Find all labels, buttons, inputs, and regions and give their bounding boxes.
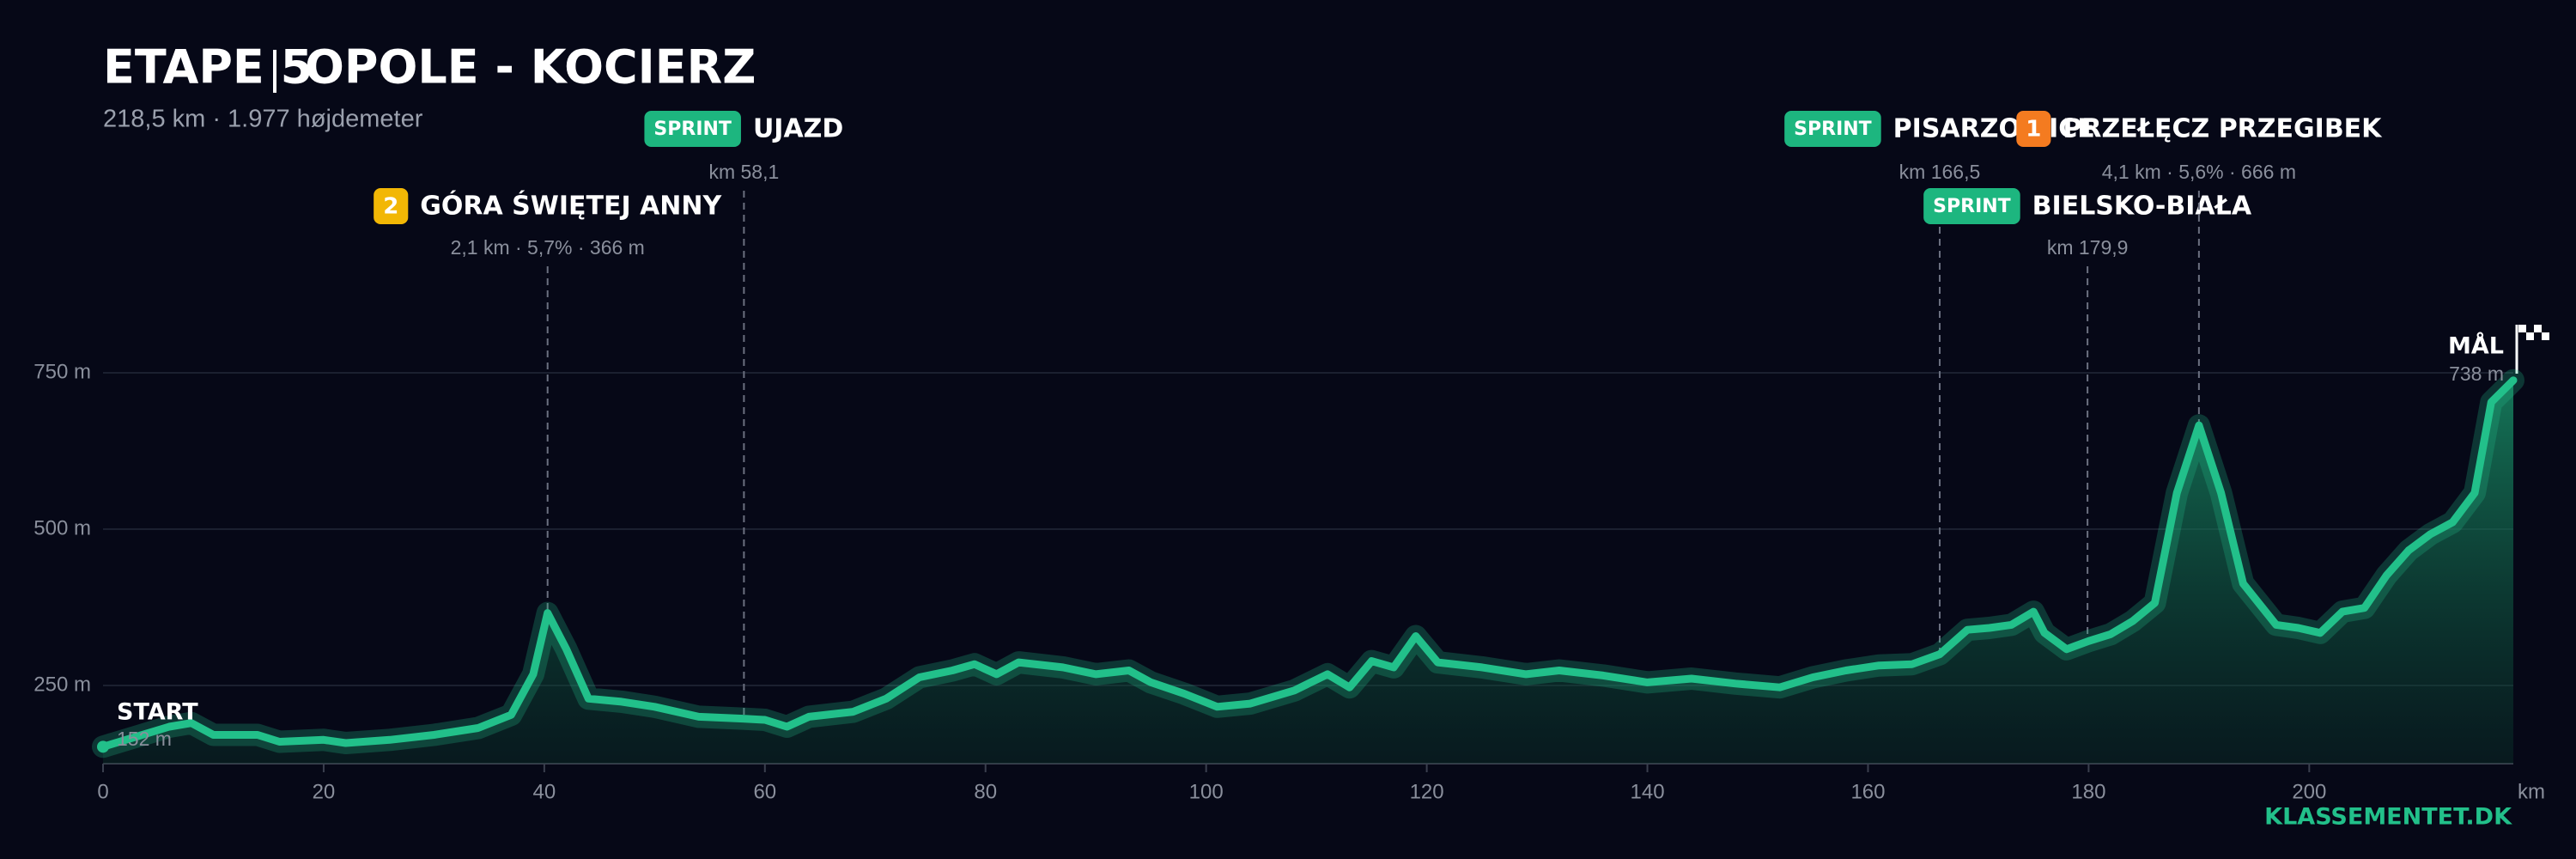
x-tick-label: 60 xyxy=(753,780,776,803)
marker-badge-text: 1 xyxy=(2026,117,2041,143)
marker-badge xyxy=(1784,111,1881,147)
marker-badge-text: SPRINT xyxy=(653,119,732,140)
marker-badge xyxy=(2016,111,2051,147)
marker-name: PRZEŁĘCZ PRZEGIBEK xyxy=(2063,114,2383,144)
finish-label: MÅL xyxy=(2448,332,2504,360)
marker-badge-text: 2 xyxy=(383,194,398,220)
marker-detail: km 166,5 xyxy=(1899,161,1981,183)
marker-detail: km 58,1 xyxy=(708,161,779,183)
marker-name: UJAZD xyxy=(753,114,843,144)
marker-label: 1 PRZEŁĘCZ PRZEGIBEK xyxy=(2016,111,2383,147)
footer-brand: KLASSEMENTET.DK xyxy=(2264,804,2512,831)
x-tick-label: 160 xyxy=(1850,780,1885,803)
marker-label: 2 GÓRA ŚWIĘTEJ ANNY xyxy=(374,188,723,224)
marker-badge xyxy=(1923,188,2020,224)
x-tick-label: 40 xyxy=(533,780,556,803)
marker-detail: 4,1 km · 5,6% · 666 m xyxy=(2102,161,2296,183)
start-label: START xyxy=(117,699,198,726)
marker-name: BIELSKO-BIAŁA xyxy=(2032,192,2252,222)
x-tick-label: 80 xyxy=(974,780,997,803)
stage-title: ETAPE 5 xyxy=(103,40,313,94)
marker-label: SPRINT PISARZOWICE xyxy=(1784,111,2095,147)
x-tick-label: 180 xyxy=(2071,780,2105,803)
x-axis-label: km xyxy=(2518,780,2545,803)
finish-elevation: 738 m xyxy=(2449,362,2504,385)
start-elevation: 152 m xyxy=(117,728,172,750)
marker-label: SPRINT UJAZD xyxy=(644,111,843,147)
marker-detail: km 179,9 xyxy=(2047,236,2129,259)
markers: 2,1 km · 5,7% · 366 m 2 GÓRA ŚWIĘTEJ ANNY k… xyxy=(374,111,2383,719)
marker-badge xyxy=(644,111,741,147)
stage-subtitle: 218,5 km · 1.977 højdemeter xyxy=(103,106,423,133)
y-tick-label: 500 m xyxy=(33,516,91,539)
marker-name: GÓRA ŚWIĘTEJ ANNY xyxy=(420,190,722,222)
marker-badge-text: SPRINT xyxy=(1933,196,2011,217)
marker-name: PISARZOWICE xyxy=(1893,114,2095,144)
y-tick-label: 750 m xyxy=(33,360,91,383)
x-tick-label: 20 xyxy=(313,780,336,803)
start-dot xyxy=(97,740,109,753)
finish-flag xyxy=(2515,325,2549,374)
marker-label: SPRINT BIELSKO-BIAŁA xyxy=(1923,188,2252,224)
marker-badge-text: SPRINT xyxy=(1794,119,1872,140)
x-tick-label: 100 xyxy=(1189,780,1224,803)
y-tick-label: 250 m xyxy=(33,673,91,696)
marker-detail: 2,1 km · 5,7% · 366 m xyxy=(451,236,645,259)
marker-badge xyxy=(374,188,409,224)
x-tick-label: 0 xyxy=(97,780,108,803)
elevation-line xyxy=(99,376,2518,751)
x-tick-label: 200 xyxy=(2292,780,2326,803)
x-tick-label: 120 xyxy=(1410,780,1444,803)
stage-route: OPOLE - KOCIERZ xyxy=(305,40,756,94)
x-tick-label: 140 xyxy=(1631,780,1665,803)
